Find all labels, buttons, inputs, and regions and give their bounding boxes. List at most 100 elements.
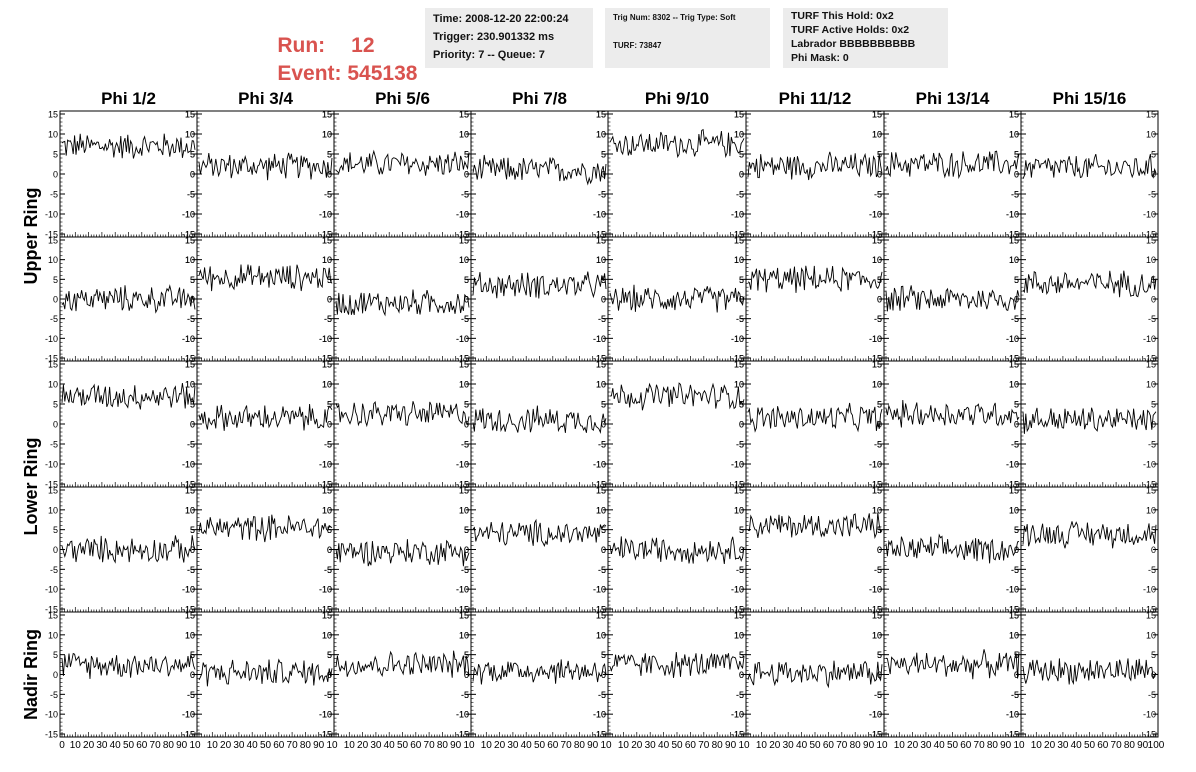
y-tick-label-right: -15 bbox=[593, 354, 606, 364]
y-tick-label-right: -10 bbox=[182, 210, 195, 220]
y-tick-label-right: -5 bbox=[598, 565, 606, 575]
panel-frame bbox=[607, 611, 747, 738]
ring-label: Nadir Ring bbox=[21, 629, 41, 720]
y-tick-label: 15 bbox=[1009, 110, 1019, 120]
panel-frame bbox=[470, 486, 609, 613]
panel-frame bbox=[883, 236, 1022, 362]
x-tick-label: 40 bbox=[658, 740, 670, 751]
y-tick-label-right: 5 bbox=[1151, 650, 1156, 660]
y-tick-label: 5 bbox=[53, 650, 58, 660]
waveform-trace bbox=[1022, 270, 1157, 298]
x-tick-label: 10 bbox=[1031, 740, 1043, 751]
y-tick-label: -5 bbox=[187, 190, 195, 200]
y-tick-label: -15 bbox=[319, 230, 332, 240]
x-tick-label: 50 bbox=[123, 740, 135, 751]
y-tick-label: -5 bbox=[598, 190, 606, 200]
y-tick-label-right: -10 bbox=[1006, 460, 1019, 470]
panel-frame bbox=[196, 360, 335, 488]
y-tick-label: 15 bbox=[734, 110, 744, 120]
y-tick-label-right: 5 bbox=[601, 150, 606, 160]
y-tick-label: 0 bbox=[1014, 545, 1019, 555]
x-tick-label: 10 bbox=[207, 740, 219, 751]
y-tick-label: 10 bbox=[872, 505, 882, 515]
y-tick-label-right: -15 bbox=[319, 480, 332, 490]
y-tick-label-right: 15 bbox=[734, 110, 744, 120]
x-tick-label: 50 bbox=[809, 740, 821, 751]
y-tick-label: 10 bbox=[1009, 380, 1019, 390]
y-tick-label-right: -15 bbox=[182, 354, 195, 364]
y-tick-label: 15 bbox=[48, 110, 58, 120]
y-tick-label-right: -5 bbox=[461, 440, 469, 450]
x-tick-label: 10 bbox=[189, 740, 201, 751]
y-tick-label: 5 bbox=[739, 525, 744, 535]
y-tick-label-right: -5 bbox=[1148, 690, 1156, 700]
y-tick-label: -10 bbox=[182, 210, 195, 220]
panel-frame bbox=[196, 110, 335, 238]
y-tick-label-right: -15 bbox=[319, 230, 332, 240]
y-tick-label: 5 bbox=[190, 525, 195, 535]
y-tick-label-right: -10 bbox=[456, 210, 469, 220]
y-tick-label: 0 bbox=[739, 295, 744, 305]
y-tick-label-right: 0 bbox=[1014, 170, 1019, 180]
y-tick-label-right: 10 bbox=[322, 130, 332, 140]
y-tick-label-right: 15 bbox=[185, 486, 195, 496]
y-tick-label-right: -10 bbox=[1143, 210, 1156, 220]
y-tick-label-right: -10 bbox=[1006, 210, 1019, 220]
y-tick-label: 10 bbox=[185, 255, 195, 265]
y-tick-label-right: -15 bbox=[731, 354, 744, 364]
y-tick-label: -15 bbox=[593, 480, 606, 490]
y-tick-label-right: -5 bbox=[1011, 690, 1019, 700]
y-tick-label: 0 bbox=[53, 670, 58, 680]
y-tick-label-right: 10 bbox=[734, 630, 744, 640]
panel-frame bbox=[59, 236, 198, 362]
x-tick-label: 20 bbox=[631, 740, 643, 751]
y-tick-label: 0 bbox=[190, 545, 195, 555]
y-tick-label: 15 bbox=[1009, 486, 1019, 496]
y-tick-label: 0 bbox=[877, 420, 882, 430]
y-tick-label: 15 bbox=[322, 486, 332, 496]
y-tick-label: 0 bbox=[601, 670, 606, 680]
x-tick-label: 40 bbox=[1071, 740, 1083, 751]
y-tick-label-right: -15 bbox=[1006, 605, 1019, 615]
waveform-trace bbox=[885, 533, 1020, 564]
trig-num-line: Trig Num: 8302 -- Trig Type: Soft bbox=[613, 13, 736, 22]
y-tick-label-right: 15 bbox=[872, 611, 882, 621]
y-tick-label-right: 10 bbox=[734, 505, 744, 515]
y-tick-label: 10 bbox=[459, 130, 469, 140]
y-tick-label: -10 bbox=[1006, 210, 1019, 220]
y-tick-label: -5 bbox=[187, 690, 195, 700]
y-tick-label: 15 bbox=[185, 611, 195, 621]
y-tick-label: 0 bbox=[327, 295, 332, 305]
y-tick-label: -5 bbox=[461, 690, 469, 700]
y-tick-label: 0 bbox=[327, 545, 332, 555]
y-tick-label: 10 bbox=[322, 505, 332, 515]
y-tick-label: -5 bbox=[736, 190, 744, 200]
y-tick-label-right: 0 bbox=[190, 420, 195, 430]
waveform-trace bbox=[472, 518, 607, 548]
y-tick-label: 5 bbox=[601, 400, 606, 410]
y-tick-label: 5 bbox=[877, 400, 882, 410]
y-tick-label: 10 bbox=[1009, 630, 1019, 640]
y-tick-label: 5 bbox=[53, 275, 58, 285]
y-tick-label: 10 bbox=[1009, 505, 1019, 515]
y-tick-label-right: 5 bbox=[190, 150, 195, 160]
y-tick-label: -15 bbox=[869, 480, 882, 490]
x-tick-label: 20 bbox=[83, 740, 95, 751]
y-tick-label: 0 bbox=[190, 670, 195, 680]
panel-frame bbox=[745, 110, 885, 238]
y-tick-label: 15 bbox=[1009, 360, 1019, 370]
y-tick-label-right: -10 bbox=[1006, 710, 1019, 720]
y-tick-label-right: 15 bbox=[734, 236, 744, 246]
y-tick-label: 0 bbox=[327, 420, 332, 430]
y-tick-label-right: 5 bbox=[601, 525, 606, 535]
y-tick-label: 10 bbox=[48, 255, 58, 265]
x-tick-label: 10 bbox=[876, 740, 888, 751]
y-tick-label: -15 bbox=[45, 354, 58, 364]
y-tick-label-right: -5 bbox=[1148, 565, 1156, 575]
